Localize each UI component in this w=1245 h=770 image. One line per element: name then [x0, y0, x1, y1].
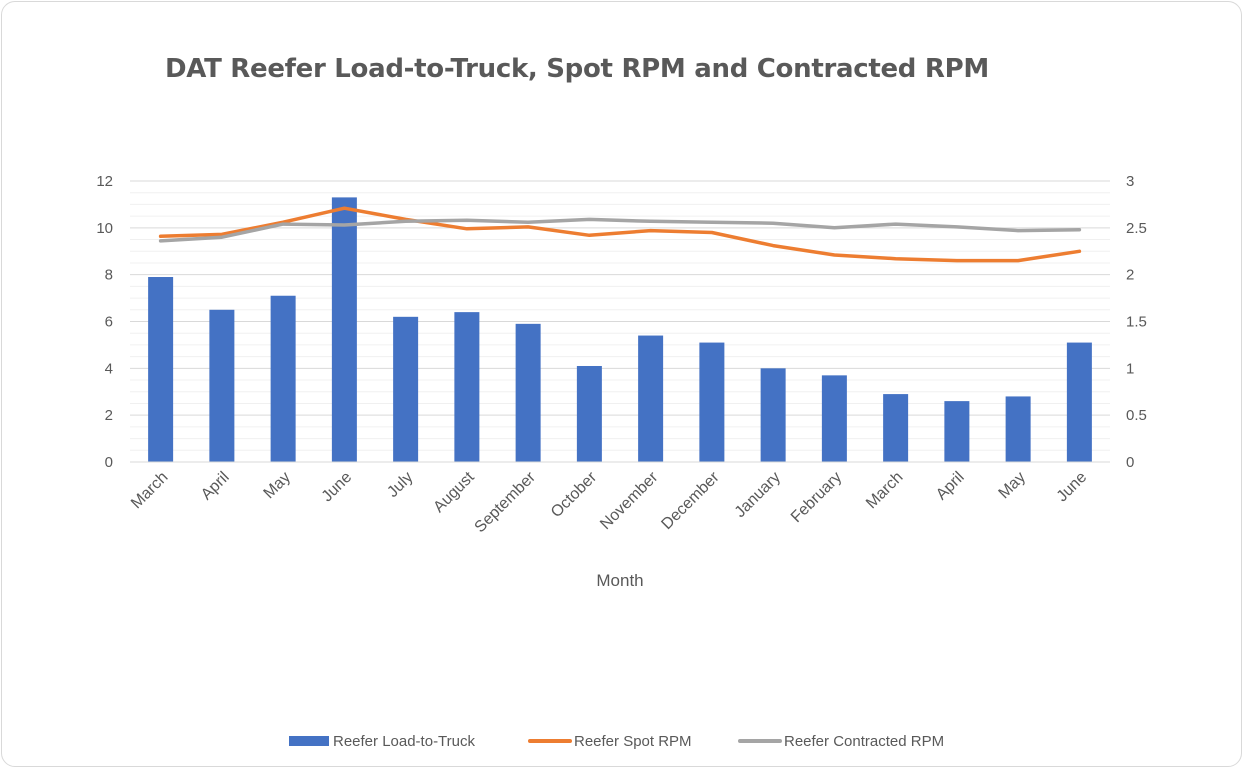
y-tick-label: 6 — [105, 314, 113, 331]
bar — [944, 401, 970, 462]
y-tick-label: 4 — [105, 360, 113, 377]
x-tick-label: January — [732, 469, 784, 521]
bar — [760, 368, 786, 462]
bar — [270, 295, 296, 462]
bar — [209, 309, 235, 462]
x-tick-label: June — [319, 469, 356, 506]
y-tick-label: 12 — [96, 173, 113, 190]
bar — [1005, 396, 1031, 462]
x-tick-label: December — [658, 468, 723, 533]
x-axis-label: Month — [596, 571, 643, 590]
y2-tick-label: 2.5 — [1126, 220, 1147, 237]
y2-tick-label: 3 — [1126, 173, 1134, 190]
y-tick-label: 0 — [105, 454, 113, 471]
series-line — [158, 217, 1082, 243]
bar — [576, 365, 602, 462]
legend-swatch — [289, 736, 329, 746]
x-tick-label: August — [430, 468, 478, 516]
x-tick-label: February — [788, 469, 845, 526]
y2-tick-label: 0 — [1126, 454, 1134, 471]
x-tick-label: June — [1054, 469, 1091, 506]
x-tick-label: April — [198, 469, 233, 504]
x-tick-label: October — [548, 468, 601, 521]
y2-tick-label: 0.5 — [1126, 407, 1147, 424]
bar — [331, 197, 357, 462]
y2-tick-label: 1.5 — [1126, 314, 1147, 331]
series-line — [158, 206, 1082, 263]
bar — [699, 342, 725, 462]
x-tick-label: April — [933, 469, 968, 504]
x-tick-label: November — [597, 468, 662, 533]
x-tick-label: May — [261, 469, 294, 502]
bar — [1066, 342, 1092, 462]
legend-label: Reefer Contracted RPM — [784, 733, 944, 750]
x-tick-label: May — [996, 469, 1029, 502]
bar — [821, 375, 847, 462]
x-tick-label: July — [384, 469, 416, 501]
y-tick-label: 2 — [105, 407, 113, 424]
bar — [148, 277, 174, 462]
bar — [883, 394, 909, 462]
bar — [515, 323, 541, 462]
bar — [393, 316, 419, 462]
legend-label: Reefer Load-to-Truck — [333, 733, 476, 750]
x-tick-label: March — [863, 469, 906, 512]
y2-tick-label: 2 — [1126, 267, 1134, 284]
y2-tick-label: 1 — [1126, 360, 1134, 377]
bar — [638, 335, 664, 462]
chart-title: DAT Reefer Load-to-Truck, Spot RPM and C… — [165, 54, 989, 84]
x-tick-label: September — [472, 468, 540, 536]
y-tick-label: 8 — [105, 267, 113, 284]
x-tick-label: March — [128, 469, 171, 512]
bar — [454, 312, 480, 462]
y-tick-label: 10 — [96, 220, 113, 237]
legend-label: Reefer Spot RPM — [574, 733, 692, 750]
